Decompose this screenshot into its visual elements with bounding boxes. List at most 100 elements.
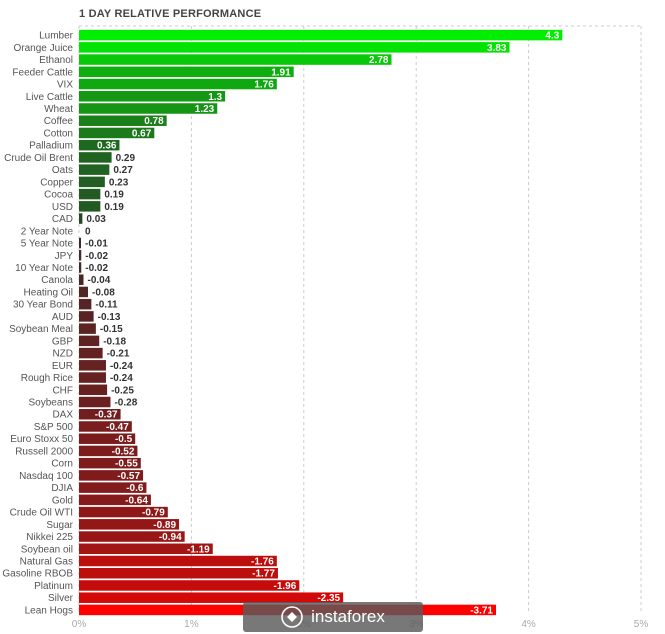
- bar: [79, 506, 168, 518]
- category-label: Lumber: [39, 31, 74, 42]
- bar: [79, 445, 138, 457]
- bar: [79, 42, 510, 53]
- bar: [79, 115, 167, 126]
- instaforex-logo-icon: [281, 606, 303, 628]
- category-label: CAD: [52, 214, 73, 225]
- watermark-text: instaforex: [311, 607, 385, 626]
- value-label: -0.15: [100, 324, 123, 335]
- value-label: -0.52: [112, 446, 135, 457]
- value-label: -0.37: [95, 410, 118, 421]
- category-label: Soybeans: [29, 398, 73, 409]
- bar: [79, 335, 100, 347]
- value-label: 0.19: [104, 202, 124, 213]
- watermark: instaforex: [243, 602, 423, 632]
- category-label: EUR: [52, 361, 73, 372]
- bar: [79, 408, 121, 420]
- value-label: -1.19: [187, 544, 210, 555]
- value-label: 0.36: [97, 141, 117, 152]
- category-label: Ethanol: [39, 55, 73, 66]
- category-label: DJIA: [51, 483, 73, 494]
- bar: [79, 250, 82, 261]
- category-label: Silver: [48, 593, 74, 604]
- value-label: 2.78: [369, 55, 389, 66]
- bar: [79, 286, 88, 298]
- value-label: -1.96: [274, 581, 297, 592]
- category-label: Russell 2000: [15, 446, 73, 457]
- bar: [79, 543, 213, 555]
- category-label: Feeder Cattle: [12, 67, 73, 78]
- bar: [79, 494, 151, 506]
- bar: [79, 360, 106, 371]
- bar: [79, 29, 563, 41]
- category-label: CHF: [52, 385, 73, 396]
- value-label: 0.29: [116, 153, 136, 164]
- value-label: -0.02: [85, 263, 108, 274]
- bar: [79, 213, 83, 224]
- x-tick-label: 4%: [521, 619, 536, 630]
- category-label: DAX: [52, 410, 73, 421]
- value-label: -2.35: [317, 593, 340, 604]
- category-label: Wheat: [44, 104, 73, 115]
- category-label: Orange Juice: [14, 43, 74, 54]
- bar: [79, 201, 101, 212]
- x-tick-label: 0%: [72, 619, 87, 630]
- bar: [79, 347, 103, 359]
- value-label: 0.03: [86, 214, 106, 225]
- bar: [79, 274, 84, 285]
- category-label: Nasdaq 100: [19, 471, 73, 482]
- bar: [79, 372, 106, 383]
- category-label: 5 Year Note: [21, 239, 74, 250]
- value-label: 0.19: [104, 190, 124, 201]
- value-label: -0.6: [126, 483, 144, 494]
- value-label: -0.21: [107, 349, 130, 360]
- category-label: Platinum: [34, 581, 73, 592]
- value-label: 1.91: [271, 67, 291, 78]
- value-label: -0.13: [98, 312, 121, 323]
- category-label: Nikkei 225: [26, 532, 73, 543]
- value-label: -0.24: [110, 361, 133, 372]
- category-label: 2 Year Note: [21, 226, 74, 237]
- value-label: 1.76: [254, 80, 274, 91]
- category-label: Soybean oil: [21, 544, 73, 555]
- value-label: -0.94: [159, 532, 182, 543]
- bar: [79, 457, 141, 469]
- category-label: JPY: [55, 251, 74, 262]
- bar: [79, 531, 185, 542]
- bar: [79, 433, 136, 444]
- value-label: -0.28: [114, 398, 137, 409]
- bar: [79, 176, 105, 188]
- bar: [79, 91, 226, 102]
- value-label: -1.76: [251, 557, 274, 568]
- bar: [79, 139, 120, 151]
- bar: [79, 54, 392, 65]
- category-label: Gasoline RBOB: [2, 569, 73, 580]
- category-label: Copper: [40, 177, 73, 188]
- category-label: Heating Oil: [24, 287, 73, 298]
- value-label: 0.67: [132, 128, 152, 139]
- category-label: Sugar: [46, 520, 73, 531]
- value-label: -3.71: [470, 605, 493, 616]
- category-label: 10 Year Note: [15, 263, 73, 274]
- bar: [79, 482, 147, 493]
- category-label: Soybean Meal: [9, 324, 73, 335]
- bar: [79, 188, 101, 200]
- bar: [79, 519, 180, 530]
- category-label: 30 Year Bond: [13, 300, 73, 311]
- value-label: 0.78: [144, 116, 164, 127]
- bar: [79, 152, 112, 163]
- bar: [79, 396, 111, 408]
- category-label: Crude Oil Brent: [4, 153, 73, 164]
- bar: [79, 78, 277, 90]
- value-label: -0.18: [103, 336, 126, 347]
- value-label: -0.24: [110, 373, 133, 384]
- category-label: NZD: [52, 349, 73, 360]
- bar: [79, 311, 94, 322]
- value-label: -0.55: [115, 459, 138, 470]
- category-label: Natural Gas: [20, 557, 73, 568]
- x-tick-label: 5%: [634, 619, 649, 630]
- bar: [79, 66, 294, 78]
- category-label: Palladium: [29, 141, 73, 152]
- value-label: -0.01: [85, 239, 108, 250]
- category-label: AUD: [52, 312, 73, 323]
